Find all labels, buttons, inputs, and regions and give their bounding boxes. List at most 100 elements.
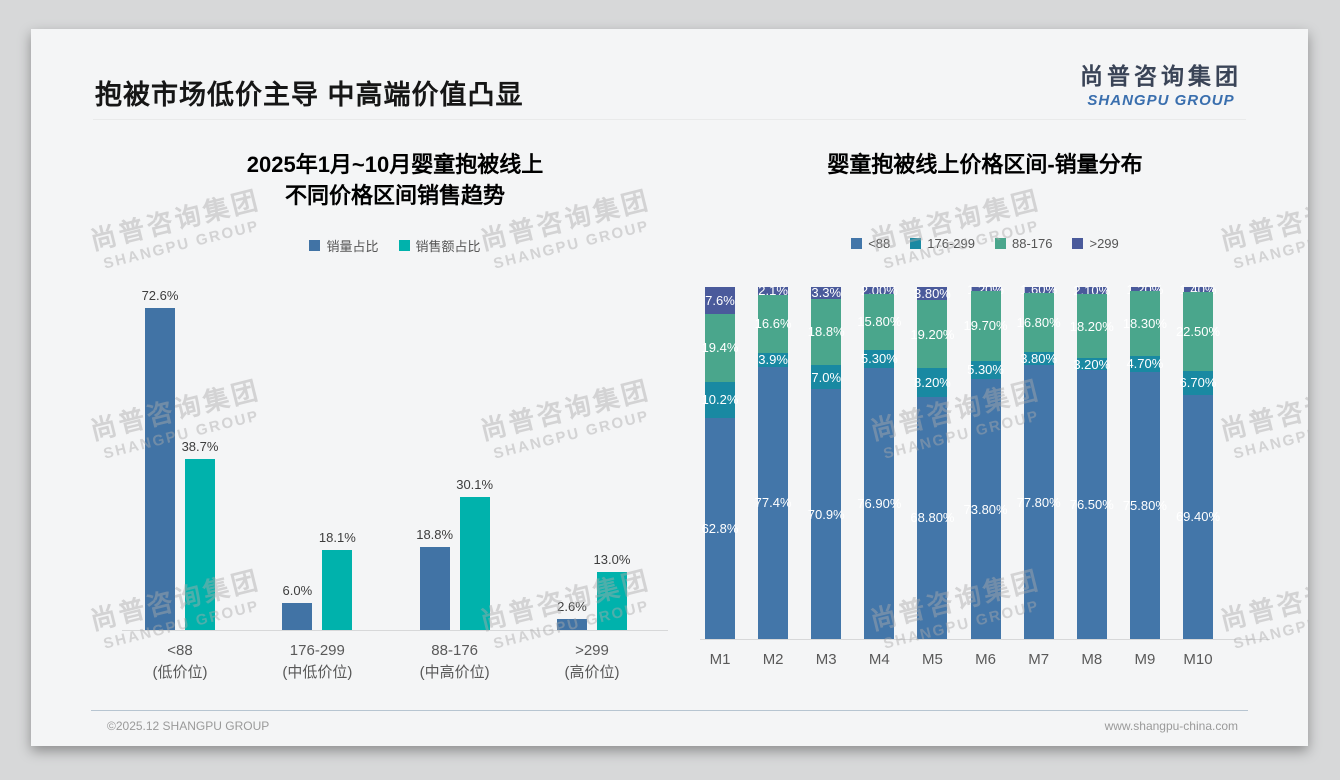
x-axis-label: M3 <box>815 651 837 668</box>
segment-value-label: 16.6% <box>754 316 792 332</box>
segment-value-label: 15.80% <box>857 314 902 330</box>
x-axis-label: M5 <box>922 651 943 668</box>
stacked-segment: 7.6% <box>705 286 735 314</box>
legend-label: 销售额占比 <box>415 239 481 254</box>
slide-card: 抱被市场低价主导 中高端价值凸显 尚普咨询集团 SHANGPU GROUP 20… <box>31 29 1308 746</box>
segment-value-label: 69.40% <box>1175 509 1221 525</box>
stacked-bar: 76.50% 3.20% 18.20% 2.10% <box>1070 283 1114 639</box>
legend-label: 88-176 <box>1012 236 1053 251</box>
stacked-segment: 76.90% <box>857 368 901 639</box>
stacked-segment: 19.4% <box>702 313 738 383</box>
legend-swatch-icon <box>309 240 321 251</box>
stacked-segment: 2.1% <box>758 283 789 298</box>
bar-column: 6.0% <box>282 583 313 630</box>
bar <box>282 603 313 630</box>
segment-value-label: 3.80% <box>914 286 951 302</box>
legend-swatch-icon <box>398 240 410 251</box>
stacked-segment: 5.30% <box>967 360 1004 380</box>
stacked-segment: 70.9% <box>808 389 845 639</box>
bar-column: 38.7% <box>182 439 218 630</box>
stacked-segment: 6.70% <box>1180 371 1216 395</box>
legend-swatch-icon <box>995 238 1006 249</box>
segment-value-label: 10.2% <box>701 392 739 408</box>
segment-value-label: 19.20% <box>910 326 955 342</box>
segment-value-label: 68.80% <box>910 510 955 526</box>
right-chart-plot: 62.8% 10.2% 19.4% 7.6% 77.4% 3.9% 16.6% 2.1% 70.… <box>700 282 1270 640</box>
segment-value-label: 76.90% <box>857 496 902 512</box>
category-sublabel: (中低价位) <box>282 664 353 681</box>
segment-value-label: 3.9% <box>758 352 788 368</box>
stacked-segment: 3.20% <box>1073 357 1110 372</box>
stacked-segment: 18.20% <box>1070 294 1114 359</box>
stacked-bar: 76.90% 5.30% 15.80% 2.00% <box>857 283 901 639</box>
x-axis-label: M7 <box>1028 651 1050 668</box>
legend-item: 176-299 <box>910 236 975 251</box>
category-sublabel: (高价位) <box>564 664 620 681</box>
segment-value-label: 7.0% <box>811 369 842 385</box>
stacked-segment: 10.2% <box>702 382 738 418</box>
left-chart-title: 2025年1月~10月婴童抱被线上 不同价格区间销售趋势 <box>122 149 668 211</box>
category-sublabel: (中高价位) <box>419 664 490 681</box>
bar-column: 18.8% <box>416 527 453 630</box>
footer-copyright: ©2025.12 SHANGPU GROUP <box>107 719 270 733</box>
stacked-segment: 18.30% <box>1123 291 1167 356</box>
legend-item: 88-176 <box>995 236 1052 251</box>
segment-value-label: 62.8% <box>701 520 739 536</box>
stacked-segment: 3.80% <box>914 286 951 301</box>
logo-en-text: SHANGPU GROUP <box>1087 92 1235 109</box>
stacked-bar: 77.4% 3.9% 16.6% 2.1% <box>755 283 792 639</box>
stacked-segment: 75.80% <box>1123 372 1167 639</box>
bar-group: 72.6% 38.7% <box>142 278 218 630</box>
stacked-segment: 16.80% <box>1017 292 1061 352</box>
left-chart-plot: 72.6% 38.7% 6.0% 18.1% 18.8% 30.1% 2.6% 13.0% <box>122 278 668 631</box>
stacked-bar: 69.40% 6.70% 22.50% 1.40% <box>1176 282 1220 639</box>
segment-value-label: 5.30% <box>967 362 1004 378</box>
stacked-segment: 77.4% <box>755 366 792 639</box>
stacked-segment: 2.00% <box>861 283 898 298</box>
stacked-segment: 69.40% <box>1176 394 1220 639</box>
stacked-segment: 2.10% <box>1073 283 1110 298</box>
stacked-bar: 70.9% 7.0% 18.8% 3.3% <box>808 285 845 639</box>
x-axis-label: >299 (高价位) <box>557 640 627 684</box>
stacked-segment: 68.80% <box>910 396 954 639</box>
bar-group: 18.8% 30.1% <box>416 278 493 630</box>
segment-value-label: 77.80% <box>1016 494 1061 510</box>
segment-value-label: 18.20% <box>1069 318 1114 334</box>
x-axis-label: M6 <box>975 651 996 668</box>
segment-value-label: 7.6% <box>705 292 735 308</box>
stacked-segment: 77.80% <box>1017 365 1061 639</box>
x-axis-label: M2 <box>762 651 784 668</box>
stacked-segment: 18.8% <box>808 298 845 365</box>
stacked-segment: 19.70% <box>964 291 1008 361</box>
stacked-segment: 19.20% <box>910 300 954 368</box>
stacked-segment: 22.50% <box>1176 291 1220 372</box>
stacked-segment: 8.20% <box>914 367 951 397</box>
left-chart-x-axis: <88 (低价位) 176-299 (中低价位) 88-176 (中高价位) >299 (高价… <box>122 640 668 684</box>
segment-value-label: 18.8% <box>807 324 845 340</box>
x-axis-label: M10 <box>1183 651 1213 668</box>
segment-value-label: 4.70% <box>1126 356 1164 372</box>
stacked-segment: 76.50% <box>1070 369 1114 639</box>
segment-value-label: 19.4% <box>701 340 739 356</box>
bar <box>322 549 353 630</box>
legend-swatch-icon <box>1072 238 1084 249</box>
footer-website: www.shangpu-china.com <box>1104 719 1238 733</box>
stacked-segment: 3.3% <box>811 285 842 300</box>
bar-group: 2.6% 13.0% <box>556 278 630 630</box>
bar-column: 13.0% <box>594 552 630 630</box>
x-axis-label: <88 (低价位) <box>145 640 215 684</box>
x-axis-label: M9 <box>1134 651 1156 668</box>
header-divider <box>93 119 1246 120</box>
left-chart-title-line1: 2025年1月~10月婴童抱被线上 <box>246 152 544 177</box>
stacked-bar: 68.80% 8.20% 19.20% 3.80% <box>910 286 954 639</box>
legend-item: <88 <box>851 236 890 251</box>
stacked-segment: 4.70% <box>1126 355 1163 373</box>
bar <box>185 458 215 630</box>
left-chart-legend: 销量占比 销售额占比 <box>122 236 668 255</box>
segment-value-label: 3.20% <box>1073 356 1111 372</box>
right-chart-title: 婴童抱被线上价格区间-销量分布 <box>827 152 1143 177</box>
stacked-bar: 73.80% 5.30% 19.70% 1.20% <box>964 282 1008 639</box>
